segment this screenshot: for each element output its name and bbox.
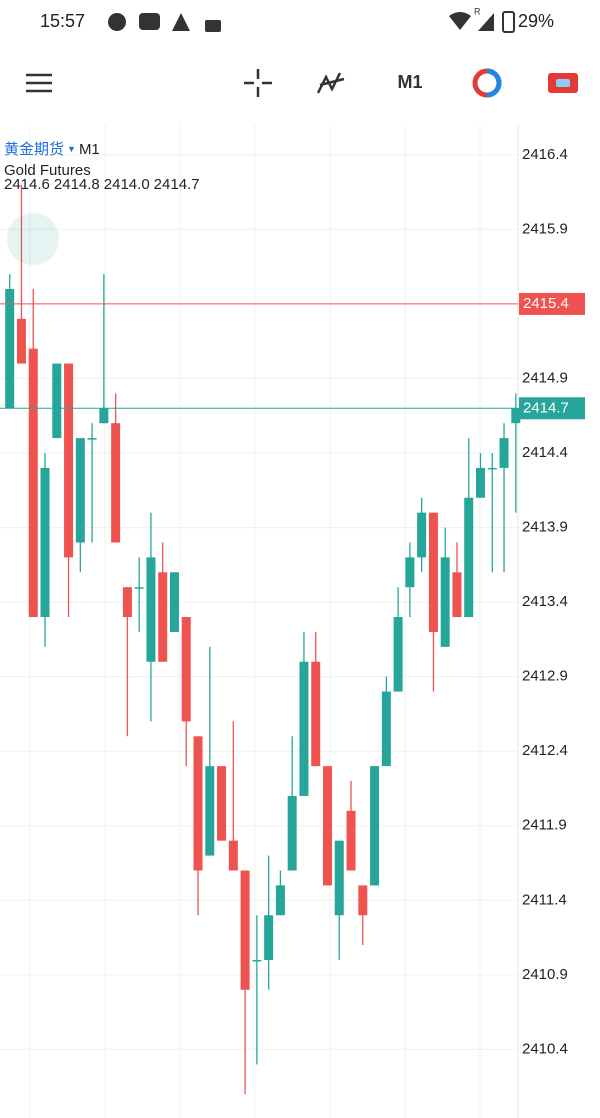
price-label: 2414.7: [523, 399, 569, 416]
symbol-description: Gold Futures: [4, 162, 91, 179]
candle-body: [440, 557, 450, 647]
candle-body: [87, 438, 97, 440]
candle-body: [370, 766, 380, 886]
candle-body: [52, 363, 62, 439]
candle-body: [311, 661, 321, 767]
candle-body: [75, 438, 85, 543]
ohlc-value: 2414.0: [104, 176, 150, 193]
status-bar: 15:57 R 29%: [40, 6, 554, 33]
candle-body: [322, 766, 332, 886]
candle-body: [146, 557, 156, 662]
y-tick-label: 2413.9: [522, 519, 568, 536]
symbol-timeframe: M1: [79, 141, 100, 158]
candle-body: [264, 915, 274, 960]
candle-body: [205, 766, 215, 856]
ohlc-values: 2414.6 2414.8 2414.0 2414.7: [4, 176, 200, 193]
y-tick-label: 2411.9: [522, 817, 567, 834]
candle-body: [334, 840, 344, 916]
candle-body: [499, 438, 509, 468]
y-tick-label: 2414.4: [522, 444, 568, 461]
candle-body: [28, 348, 38, 618]
toolbar: M1: [26, 68, 578, 98]
menu-button[interactable]: [26, 73, 52, 93]
trade-toggle: [7, 213, 59, 265]
candle-body: [299, 661, 309, 796]
y-tick-label: 2412.4: [522, 742, 568, 759]
candle-body: [346, 810, 356, 871]
candle-body: [40, 467, 50, 618]
battery-level: 29%: [518, 11, 554, 31]
price-label: 2415.4: [523, 295, 569, 312]
candle-body: [181, 617, 191, 722]
candle-body: [252, 959, 262, 962]
y-tick-label: 2411.4: [522, 891, 567, 908]
network-badge: R: [474, 6, 481, 16]
candle-body: [134, 587, 144, 589]
candle-body: [169, 572, 179, 632]
candle-body: [393, 617, 403, 692]
candle-body: [158, 572, 168, 662]
candle-body: [99, 408, 109, 424]
candle-body: [228, 840, 238, 871]
y-tick-label: 2415.9: [522, 220, 568, 237]
indicators-button[interactable]: [316, 72, 345, 94]
candle-body: [428, 512, 438, 632]
warning-icon: [172, 13, 190, 31]
candle-body: [5, 289, 15, 409]
symbol-name: 黄金期货: [4, 141, 64, 158]
price-label-bg: [519, 292, 585, 315]
candle-body: [111, 423, 121, 543]
objects-button-accent: [486, 68, 502, 98]
signal-icon: [478, 13, 494, 31]
candle-body: [452, 572, 462, 618]
symbol-dropdown: ▼: [67, 144, 76, 154]
candle-body: [64, 363, 74, 558]
candle-body: [417, 512, 427, 558]
candle-body: [381, 691, 391, 767]
y-tick-label: 2412.9: [522, 668, 568, 685]
trade-button-inner: [556, 79, 570, 87]
candle-body: [287, 795, 297, 871]
ohlc-value: 2414.7: [154, 176, 200, 193]
candle-body: [358, 885, 368, 916]
candle-body: [217, 766, 227, 841]
candle-body: [511, 408, 521, 424]
youtube-icon: [139, 13, 160, 30]
price-label-bg: [519, 397, 585, 420]
timeframe-button[interactable]: M1: [397, 72, 422, 92]
candle-body: [240, 870, 250, 990]
candle-body: [476, 467, 485, 498]
ohlc-value: 2414.8: [54, 176, 100, 193]
candle-body: [487, 467, 497, 470]
clock: 15:57: [40, 11, 85, 31]
y-tick-label: 2416.4: [522, 146, 568, 163]
y-tick-label: 2410.4: [522, 1040, 568, 1057]
candle-body: [275, 885, 285, 916]
candle-body: [193, 736, 203, 871]
wifi-icon: [449, 12, 471, 30]
candle-body: [464, 497, 474, 618]
crosshair-button[interactable]: [244, 69, 272, 97]
symbol-header: 黄金期货 ▼ M1: [4, 141, 100, 158]
lock-icon: [205, 20, 221, 32]
candle-body: [405, 557, 415, 588]
y-tick-label: 2413.4: [522, 593, 568, 610]
candle-body: [16, 318, 26, 364]
ohlc-value: 2414.6: [4, 176, 50, 193]
candle-body: [122, 587, 132, 618]
facebook-icon: [108, 13, 126, 31]
y-tick-label: 2410.9: [522, 966, 568, 983]
battery-icon: [502, 11, 515, 33]
y-tick-label: 2414.9: [522, 369, 568, 386]
